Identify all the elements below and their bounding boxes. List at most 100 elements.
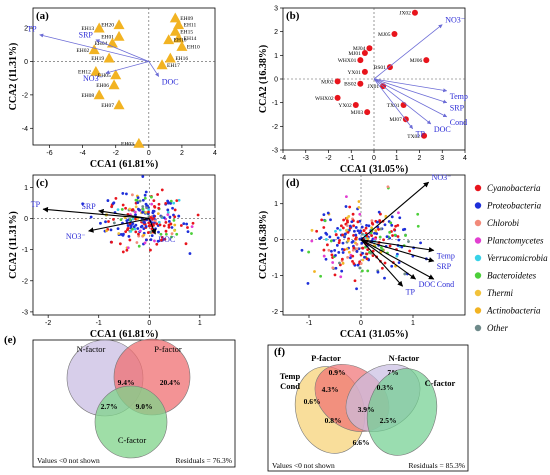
otu-point (166, 213, 170, 217)
otu-point (378, 219, 382, 222)
otu-point (134, 230, 138, 234)
site-marker (173, 32, 185, 43)
otu-point (398, 216, 402, 220)
venn-frame (267, 344, 469, 472)
otu-point (142, 233, 146, 237)
otu-point (173, 223, 177, 227)
site-label: EH01 (101, 34, 114, 40)
otu-point (368, 250, 371, 254)
env-vector-label: TP (416, 130, 426, 139)
otu-point (147, 221, 151, 225)
otu-point (173, 215, 177, 219)
env-vector (373, 78, 448, 93)
otu-point (407, 240, 410, 243)
otu-point (125, 248, 129, 252)
otu-point (403, 272, 407, 276)
env-vector-label: NO3⁻ (445, 16, 465, 25)
otu-point (151, 217, 154, 221)
site-marker (391, 31, 398, 38)
x-tick-label: 0 (359, 320, 363, 327)
venn-frame (32, 339, 236, 468)
otu-point (121, 203, 125, 207)
site-label: TX01 (387, 103, 400, 109)
otu-point (107, 220, 110, 223)
panel-a-cca-sites: -6 -4 -2 0 2 4 -4 -2 0 2 CCA1 (61.81%) CCA2 (11.31%… (8, 7, 217, 170)
panel-label: (b) (286, 10, 300, 22)
site-marker (93, 22, 105, 33)
x-tick-label: -6 (46, 150, 52, 157)
otu-point (170, 232, 174, 236)
env-vector-label: NO3⁻ (432, 173, 452, 182)
otu-point (129, 224, 133, 228)
site-label: EH18 (174, 38, 187, 44)
legend-swatch (474, 219, 482, 227)
env-vector (360, 239, 435, 263)
x-tick-label: -2 (113, 150, 119, 157)
otu-point (391, 234, 394, 237)
otu-point (336, 236, 340, 240)
otu-point (132, 225, 136, 229)
otu-point (170, 235, 173, 239)
otu-point (120, 208, 124, 211)
otu-point (339, 275, 343, 279)
otu-point (357, 205, 361, 209)
site-marker (169, 25, 181, 36)
otu-point (172, 201, 176, 205)
venn-value: 2.7% (101, 402, 118, 411)
otu-point (136, 201, 140, 204)
otu-point (361, 246, 365, 250)
legend-label: Proteobacteria (486, 201, 542, 211)
venn-set-c (366, 368, 438, 456)
env-vector (88, 218, 150, 233)
panel-label: (c) (36, 177, 49, 189)
otu-point (156, 239, 160, 243)
otu-point (346, 230, 350, 234)
legend-label: Thermi (487, 288, 514, 298)
otu-point (152, 214, 156, 218)
otu-point (182, 222, 186, 226)
otu-point (361, 258, 365, 262)
venn-value: 9.0% (136, 402, 153, 411)
otu-point (334, 253, 337, 257)
otu-point (168, 215, 172, 219)
otu-point (185, 222, 189, 226)
otu-point (128, 218, 132, 222)
otu-point (124, 206, 127, 210)
otu-point (141, 207, 145, 211)
otu-point (143, 196, 147, 200)
otu-point (164, 220, 168, 224)
otu-point (138, 229, 142, 233)
env-vector-label: TP (31, 200, 41, 209)
venn-value: 0.3% (377, 383, 394, 392)
env-vector (360, 181, 430, 241)
y-tick-label: -2 (272, 124, 278, 131)
y-axis-title: CCA2 (11.31%) (8, 43, 19, 111)
otu-point (177, 214, 181, 218)
otu-point (126, 224, 130, 228)
y-axis-title: CCA2 (16.38%) (258, 45, 269, 113)
site-marker (103, 52, 115, 63)
otu-point (330, 249, 333, 253)
otu-point (143, 241, 147, 245)
otu-point (153, 219, 157, 223)
otu-point (188, 252, 192, 255)
otu-point (147, 210, 150, 214)
site-marker (411, 9, 418, 16)
otu-point (129, 230, 133, 233)
otu-point (341, 241, 345, 245)
otu-point (131, 222, 135, 226)
otu-point (157, 230, 160, 234)
otu-point (379, 246, 383, 249)
venn-value: 0.8% (325, 416, 342, 425)
otu-point (150, 234, 154, 238)
otu-point (159, 232, 163, 236)
plot-frame (282, 174, 466, 316)
otu-point (355, 247, 359, 251)
legend-swatch (474, 254, 482, 262)
site-marker (90, 65, 102, 76)
site-label: EH03 (121, 141, 134, 147)
otu-point (162, 224, 166, 228)
site-label: TX02 (407, 134, 420, 140)
otu-point (146, 231, 150, 234)
env-vector (95, 39, 149, 62)
